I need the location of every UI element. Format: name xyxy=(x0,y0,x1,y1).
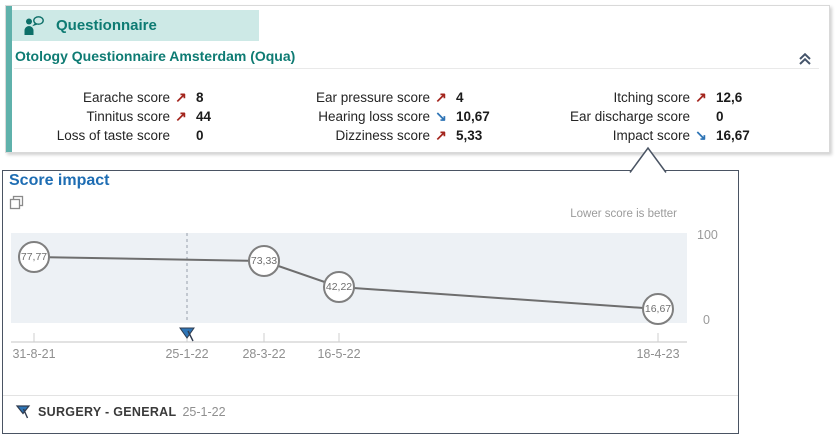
x-axis-label: 16-5-22 xyxy=(317,347,361,361)
score-value: 8 xyxy=(196,90,204,105)
subtitle-divider xyxy=(14,68,819,69)
trend-up-icon xyxy=(170,107,192,126)
score-value: 12,6 xyxy=(716,90,743,105)
score-label: Tinnitus score xyxy=(86,109,170,124)
score-value: 5,33 xyxy=(456,128,483,143)
data-point[interactable]: 42,22 xyxy=(323,271,355,303)
chart-title: Score impact xyxy=(9,172,110,189)
y-axis-label-max: 100 xyxy=(697,228,718,242)
trend-down-icon xyxy=(690,126,712,145)
trend-up-icon xyxy=(170,88,192,107)
score-column-1: Earache score 8 Tinnitus score 44 Loss o… xyxy=(8,88,248,145)
data-point[interactable]: 16,67 xyxy=(642,293,674,325)
y-axis-label-min: 0 xyxy=(703,313,710,327)
event-flag-icon xyxy=(15,405,31,419)
score-label: Impact score xyxy=(612,128,690,143)
x-axis-label: 18-4-23 xyxy=(636,347,680,361)
score-column-3: Itching score 12,6 Ear discharge score 0… xyxy=(528,88,768,145)
trend-up-icon xyxy=(430,88,452,107)
score-label: Loss of taste score xyxy=(56,128,170,143)
x-axis-label: 31-8-21 xyxy=(12,347,56,361)
panel-title: Questionnaire xyxy=(56,17,157,34)
legend-divider xyxy=(3,395,738,396)
score-impact-popup: Score impact Lower score is better 77,77… xyxy=(2,170,739,434)
score-label: Earache score xyxy=(82,90,170,105)
score-label: Ear discharge score xyxy=(569,109,690,124)
event-legend-date: 25-1-22 xyxy=(182,405,226,419)
questionnaire-subtitle: Otology Questionnaire Amsterdam (Oqua) xyxy=(15,48,296,64)
chart-note: Lower score is better xyxy=(570,208,677,220)
x-axis-label: 25-1-22 xyxy=(165,347,209,361)
score-value: 0 xyxy=(716,109,724,124)
score-label: Itching score xyxy=(613,90,690,105)
score-value: 44 xyxy=(196,109,212,124)
score-label: Hearing loss score xyxy=(318,109,430,124)
score-value: 16,67 xyxy=(716,128,750,143)
score-column-2: Ear pressure score 4 Hearing loss score … xyxy=(268,88,508,145)
questionnaire-panel: Questionnaire Otology Questionnaire Amst… xyxy=(5,5,830,153)
questionnaire-person-icon xyxy=(24,15,44,35)
event-flag-marker[interactable] xyxy=(179,327,195,342)
score-series-line xyxy=(33,256,659,310)
score-label: Ear pressure score xyxy=(315,90,430,105)
trend-down-icon xyxy=(430,107,452,126)
line-chart-plot xyxy=(11,233,687,343)
data-point[interactable]: 77,77 xyxy=(18,241,50,273)
x-axis-label: 28-3-22 xyxy=(242,347,286,361)
score-label: Dizziness score xyxy=(335,128,430,143)
event-legend-label: SURGERY - GENERAL xyxy=(38,405,177,419)
callout-pointer xyxy=(629,146,667,173)
trend-up-icon xyxy=(690,88,712,107)
questionnaire-header: Questionnaire xyxy=(12,10,259,41)
panel-accent-bar xyxy=(6,6,12,152)
score-value: 0 xyxy=(196,128,204,143)
score-value: 4 xyxy=(456,90,464,105)
event-legend: SURGERY - GENERAL 25-1-22 xyxy=(15,404,226,420)
trend-up-icon xyxy=(430,126,452,145)
open-in-window-icon[interactable] xyxy=(9,195,24,210)
collapse-chevron-icon[interactable] xyxy=(797,51,813,67)
score-value: 10,67 xyxy=(456,109,490,124)
data-point[interactable]: 73,33 xyxy=(248,245,280,277)
